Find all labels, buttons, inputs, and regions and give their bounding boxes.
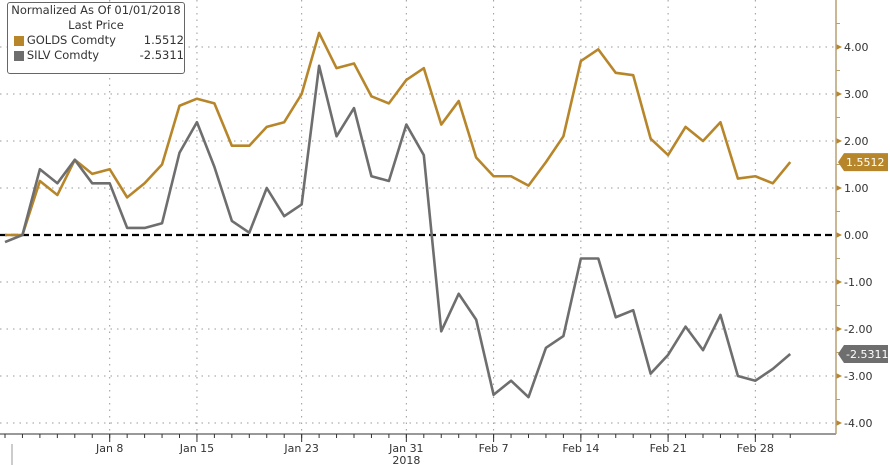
- y-tick: [836, 138, 842, 144]
- x-tick-label: Feb 14: [562, 442, 599, 455]
- y-tick-label: -2.00: [844, 323, 872, 336]
- legend: Normalized As Of 01/01/2018 Last Price G…: [7, 2, 185, 74]
- legend-label: SILV Comdty: [26, 48, 100, 62]
- y-tick-label: 2.00: [844, 135, 869, 148]
- x-tick-label: Jan 31: [388, 442, 423, 455]
- silver-swatch: [14, 50, 24, 61]
- series-line: [4, 64, 792, 399]
- legend-item-silver: SILV Comdty -2.5311: [8, 48, 184, 63]
- y-tick-label: -3.00: [844, 370, 872, 383]
- x-year-label: 2018: [392, 454, 420, 465]
- y-tick: [836, 44, 842, 50]
- y-tick-label: 1.00: [844, 182, 869, 195]
- last-value-badge: [838, 344, 888, 363]
- x-tick-label: Jan 15: [179, 442, 214, 455]
- gold-swatch: [14, 35, 24, 46]
- y-tick-label: -4.00: [844, 417, 872, 430]
- y-tick: [836, 91, 842, 97]
- y-tick: [836, 232, 842, 238]
- chart-subtitle: Last Price: [68, 18, 124, 32]
- chart-title: Normalized As Of 01/01/2018: [11, 3, 181, 17]
- y-tick-label: 3.00: [844, 88, 869, 101]
- legend-item-gold: GOLDS Comdty 1.5512: [8, 33, 184, 48]
- y-tick-label: 0.00: [844, 229, 869, 242]
- last-value-badge: [838, 153, 888, 172]
- y-tick: [836, 373, 842, 379]
- series-silver: [4, 64, 792, 399]
- y-tick-label: 4.00: [844, 41, 869, 54]
- x-tick-label: Feb 7: [479, 442, 509, 455]
- x-tick-label: Jan 23: [283, 442, 318, 455]
- series-line: [5, 31, 792, 237]
- legend-value: 1.5512: [143, 33, 184, 47]
- y-tick-label: -1.00: [844, 276, 872, 289]
- x-tick-label: Feb 21: [650, 442, 687, 455]
- legend-label: GOLDS Comdty: [26, 33, 116, 47]
- series-gold: [4, 31, 792, 237]
- x-tick-label: Jan 8: [95, 442, 123, 455]
- y-tick: [836, 279, 842, 285]
- y-tick: [836, 326, 842, 332]
- y-tick: [836, 185, 842, 191]
- last-value-label: -2.5311: [846, 348, 888, 361]
- y-tick: [836, 420, 842, 426]
- legend-value: -2.5311: [139, 48, 184, 62]
- x-tick-label: Feb 28: [737, 442, 774, 455]
- last-value-label: 1.5512: [846, 156, 885, 169]
